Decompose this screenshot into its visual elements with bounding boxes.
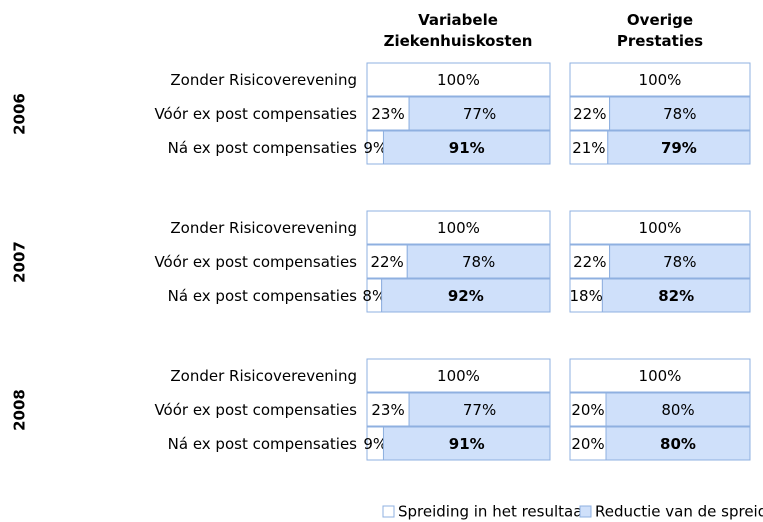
row-label: Ná ex post compensaties	[168, 139, 358, 157]
bar-segment	[408, 392, 551, 427]
value-label: 78%	[462, 253, 495, 271]
bar-segment	[605, 426, 751, 461]
bar-segment	[569, 392, 607, 427]
year-label: 2007	[11, 241, 29, 283]
bar-segment	[366, 392, 410, 427]
value-label: 100%	[437, 219, 480, 237]
bar-segment	[569, 358, 751, 393]
bar-segment	[605, 392, 751, 427]
value-label: 92%	[448, 287, 484, 305]
bar-segment	[366, 210, 551, 245]
bar-segment	[601, 278, 751, 313]
row-label: Zonder Risicoverevening	[170, 219, 357, 237]
bar-segment	[569, 130, 609, 165]
bar-segment	[406, 244, 551, 279]
row-label: Zonder Risicoverevening	[170, 367, 357, 385]
legend-swatch	[579, 505, 592, 518]
bar-segment	[569, 62, 751, 97]
value-label: 78%	[663, 253, 696, 271]
value-label: 21%	[572, 139, 605, 157]
value-label: 91%	[449, 435, 485, 453]
bar-segment	[366, 62, 551, 97]
bar-segment	[381, 278, 551, 313]
legend-label: Spreiding in het resultaat	[398, 503, 588, 521]
bar-segment	[609, 244, 751, 279]
value-label: 80%	[661, 401, 694, 419]
value-label: 77%	[463, 105, 496, 123]
row-label: Zonder Risicoverevening	[170, 71, 357, 89]
value-label: 18%	[570, 287, 603, 305]
value-label: 22%	[573, 105, 606, 123]
row-label: Ná ex post compensaties	[168, 435, 358, 453]
value-label: 100%	[437, 71, 480, 89]
bar-segment	[366, 244, 408, 279]
bar-segment	[366, 358, 551, 393]
value-label: 23%	[371, 401, 404, 419]
value-label: 77%	[463, 401, 496, 419]
value-label: 9%	[363, 139, 387, 157]
value-label: 100%	[639, 219, 682, 237]
bar-segment	[366, 96, 410, 131]
bar-segment	[569, 210, 751, 245]
year-label: 2008	[11, 389, 29, 431]
value-label: 78%	[663, 105, 696, 123]
row-label: Ná ex post compensaties	[168, 287, 358, 305]
bar-segment	[569, 96, 611, 131]
bar-segment	[408, 96, 551, 131]
value-label: 20%	[571, 435, 604, 453]
value-label: 8%	[362, 287, 386, 305]
panel-title: Overige Prestaties	[617, 11, 703, 50]
row-label: Vóór ex post compensaties	[154, 253, 357, 271]
value-label: 91%	[449, 139, 485, 157]
row-label: Vóór ex post compensaties	[154, 105, 357, 123]
value-label: 80%	[660, 435, 696, 453]
panel-title: Variabele Ziekenhuiskosten	[384, 11, 533, 50]
bar-segment	[609, 96, 751, 131]
bar-segment	[569, 426, 607, 461]
legend-label: Reductie van de spreiding	[595, 503, 763, 521]
row-label: Vóór ex post compensaties	[154, 401, 357, 419]
bar-segment	[382, 426, 551, 461]
bar-segment	[382, 130, 551, 165]
value-label: 22%	[370, 253, 403, 271]
value-label: 22%	[573, 253, 606, 271]
bar-segment	[569, 278, 603, 313]
year-label: 2006	[11, 93, 29, 135]
value-label: 20%	[571, 401, 604, 419]
value-label: 100%	[639, 367, 682, 385]
value-label: 82%	[658, 287, 694, 305]
legend-swatch	[382, 505, 395, 518]
bar-segment	[607, 130, 751, 165]
value-label: 9%	[363, 435, 387, 453]
value-label: 100%	[437, 367, 480, 385]
value-label: 79%	[661, 139, 697, 157]
value-label: 100%	[639, 71, 682, 89]
value-label: 23%	[371, 105, 404, 123]
